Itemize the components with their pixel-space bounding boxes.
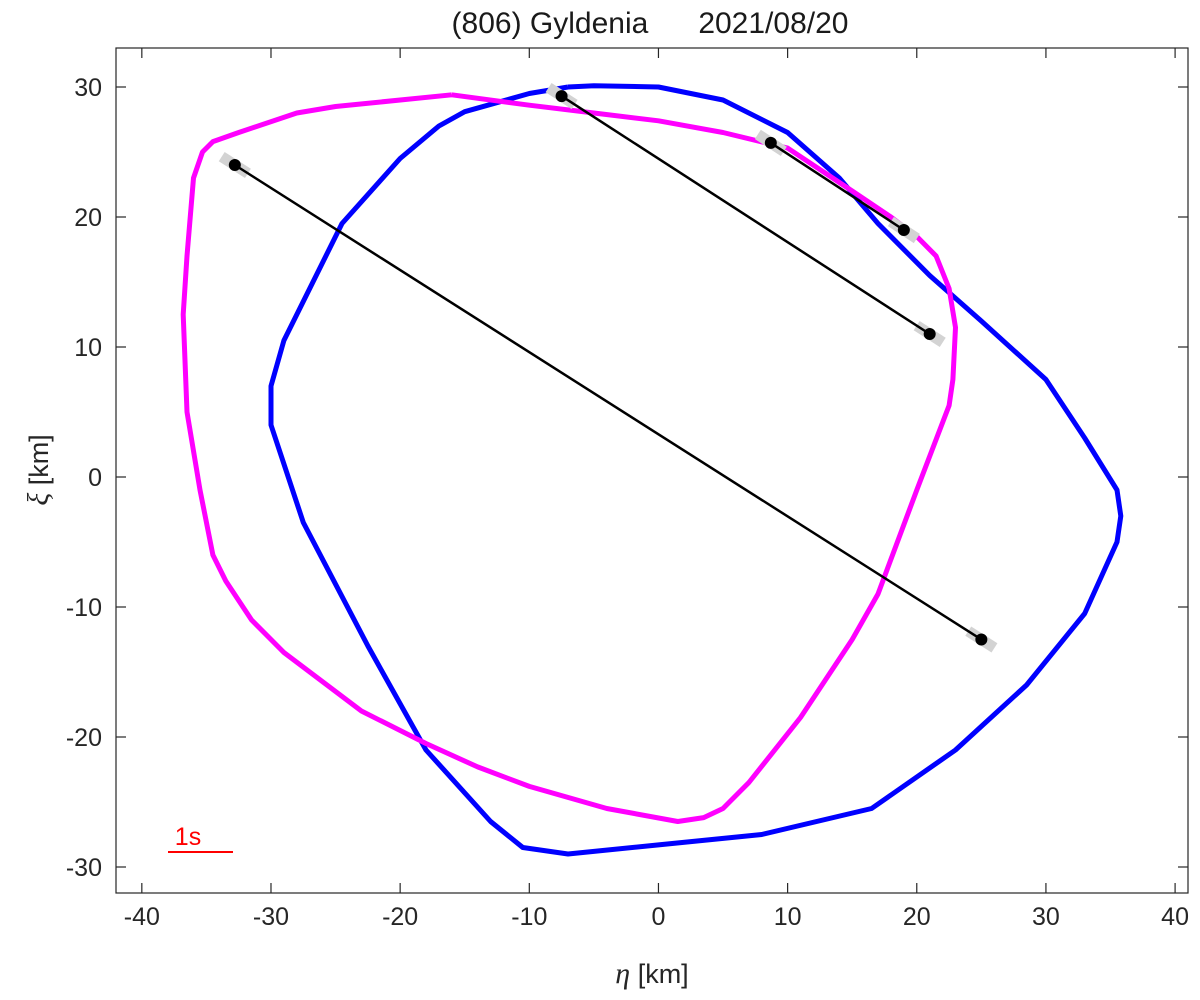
y-tick-label: 20 xyxy=(74,204,102,232)
chord-3 xyxy=(770,141,905,232)
x-tick-label: 20 xyxy=(903,903,931,931)
x-tick-label: -10 xyxy=(511,903,547,931)
y-tick-label: -30 xyxy=(66,854,102,882)
y-tick-label: 10 xyxy=(74,334,102,362)
shape-outline-2 xyxy=(180,92,958,824)
shape-outline-1 xyxy=(268,83,1124,857)
chord-2-end-point xyxy=(923,328,936,340)
x-tick-label: -40 xyxy=(124,903,160,931)
x-tick-label: 10 xyxy=(774,903,802,931)
y-axis-ticks: -30 -20 -10 0 10 20 30 xyxy=(66,74,1188,882)
x-tick-label: 40 xyxy=(1161,903,1189,931)
x-axis-ticks: -40 -30 -20 -10 0 10 20 30 40 xyxy=(124,48,1189,931)
chord-3-end-point xyxy=(897,224,910,236)
chord-1-end-point xyxy=(975,633,988,646)
scale-bar-label: 1s xyxy=(175,823,201,851)
scale-bar: 1s xyxy=(168,823,233,853)
x-tick-label: -30 xyxy=(253,903,289,931)
x-tick-label: -20 xyxy=(382,903,418,931)
y-axis-symbol: ξ xyxy=(22,493,55,506)
x-axis-label: η [km] xyxy=(615,957,688,990)
chord-2-start-point xyxy=(555,90,568,103)
x-axis-unit: [km] xyxy=(630,959,689,989)
y-axis-label: ξ [km] xyxy=(22,434,55,505)
chord-3-start-point xyxy=(764,136,777,149)
x-tick-label: 30 xyxy=(1032,903,1060,931)
y-axis-unit: [km] xyxy=(24,434,54,493)
y-tick-label: -20 xyxy=(66,724,102,752)
y-tick-label: 0 xyxy=(88,464,102,492)
plot-frame xyxy=(115,47,1189,894)
chord-2 xyxy=(560,95,931,336)
y-tick-label: 30 xyxy=(74,74,102,102)
plot-area xyxy=(180,83,1124,857)
chord-1-start-point xyxy=(228,159,241,171)
chart-title: (806) Gyldenia 2021/08/20 xyxy=(452,7,849,40)
x-axis-symbol: η xyxy=(615,957,630,990)
chord-1 xyxy=(234,163,983,641)
y-tick-label: -10 xyxy=(66,594,102,622)
x-tick-label: 0 xyxy=(652,903,666,931)
